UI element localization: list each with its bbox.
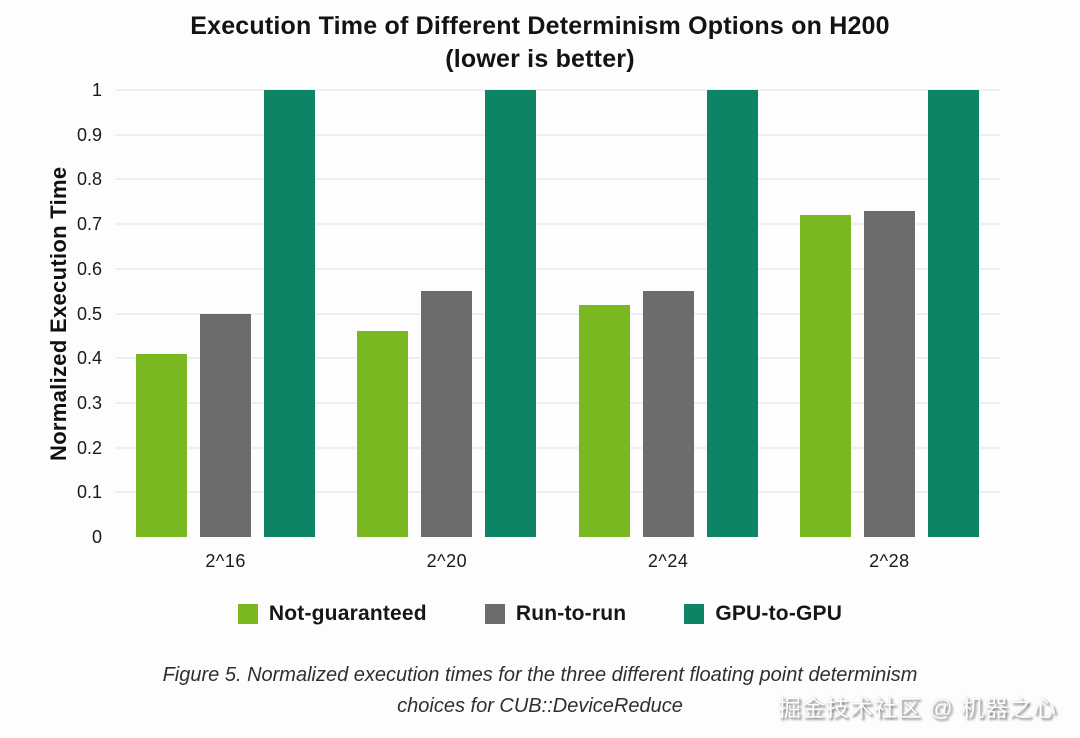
legend-label: Not-guaranteed bbox=[268, 602, 427, 625]
legend-item-gpu-to-gpu: GPU-to-GPU bbox=[684, 602, 842, 626]
bar-not-guaranteed-2-16 bbox=[136, 353, 188, 537]
gridline-y-0.3 bbox=[115, 401, 1000, 404]
bar-group-2-28 bbox=[779, 90, 1000, 537]
bar-run-to-run-2-20 bbox=[421, 291, 473, 537]
y-axis-tick-labels: 0 0.1 0.2 0.3 0.4 0.5 0.6 0.7 0.8 0.9 1 bbox=[40, 80, 102, 547]
chart-title-line2: (lower is better) bbox=[445, 45, 635, 73]
y-tick-label-0.7: 0.7 bbox=[76, 214, 102, 235]
x-axis-tick-labels: 2^16 2^20 2^24 2^28 bbox=[115, 551, 1000, 575]
bar-group-2-24 bbox=[558, 90, 779, 537]
gridline-y-0.2 bbox=[115, 446, 1000, 449]
y-tick-label-1: 1 bbox=[91, 80, 102, 100]
y-tick-label-0.6: 0.6 bbox=[76, 258, 102, 279]
legend: Not-guaranteed Run-to-run GPU-to-GPU bbox=[0, 602, 1080, 626]
x-tick-label-2-24: 2^24 bbox=[647, 551, 689, 571]
x-tick-label-2-28: 2^28 bbox=[869, 551, 910, 571]
legend-swatch-icon bbox=[484, 604, 505, 624]
legend-item-not-guaranteed: Not-guaranteed bbox=[237, 602, 427, 626]
watermark-text: 掘金技术社区 @ 机器之心 bbox=[777, 695, 1057, 721]
y-tick-label-0.2: 0.2 bbox=[76, 437, 102, 458]
x-tick-label-2-20: 2^20 bbox=[426, 551, 468, 571]
bar-run-to-run-2-16 bbox=[200, 313, 252, 537]
gridline-y-0.8 bbox=[115, 178, 1000, 181]
gridline-y-0.9 bbox=[115, 133, 1000, 136]
gridline-y-0.7 bbox=[115, 223, 1000, 226]
bar-not-guaranteed-2-20 bbox=[357, 331, 409, 537]
y-tick-label-0: 0 bbox=[91, 527, 102, 547]
bar-group-2-20 bbox=[336, 90, 557, 537]
y-tick-label-0.4: 0.4 bbox=[76, 348, 102, 369]
bar-gpu-to-gpu-2-24 bbox=[706, 90, 758, 537]
y-tick-label-0.1: 0.1 bbox=[76, 482, 102, 503]
figure-caption: Figure 5. Normalized execution times for… bbox=[0, 660, 1080, 722]
bar-group-2-16 bbox=[115, 90, 336, 537]
gridline-y-0.4 bbox=[115, 357, 1000, 360]
bar-not-guaranteed-2-28 bbox=[799, 215, 851, 537]
y-tick-label-0.5: 0.5 bbox=[76, 303, 102, 324]
gridline-y-1 bbox=[115, 89, 1000, 91]
legend-label: Run-to-run bbox=[515, 602, 627, 625]
figure-caption-line2: choices for CUB::DeviceReduce bbox=[397, 695, 683, 717]
legend-item-run-to-run: Run-to-run bbox=[484, 602, 627, 626]
y-tick-label-0.8: 0.8 bbox=[76, 169, 102, 190]
bar-gpu-to-gpu-2-20 bbox=[485, 90, 537, 537]
y-tick-label-0.3: 0.3 bbox=[76, 392, 102, 413]
figure-caption-line1: Figure 5. Normalized execution times for… bbox=[162, 664, 918, 686]
gridline-y-0.5 bbox=[115, 312, 1000, 315]
y-tick-label-0.9: 0.9 bbox=[76, 124, 102, 145]
x-tick-label-2-16: 2^16 bbox=[205, 551, 246, 571]
legend-label: GPU-to-GPU bbox=[715, 602, 843, 625]
bar-gpu-to-gpu-2-28 bbox=[927, 90, 979, 537]
legend-swatch-icon bbox=[237, 604, 258, 624]
bar-run-to-run-2-24 bbox=[642, 291, 694, 537]
chart-title: Execution Time of Different Determinism … bbox=[0, 10, 1080, 76]
bar-run-to-run-2-28 bbox=[863, 210, 915, 537]
bar-gpu-to-gpu-2-16 bbox=[264, 90, 316, 537]
plot-area bbox=[115, 89, 1000, 537]
legend-swatch-icon bbox=[684, 604, 705, 624]
gridline-y-0.1 bbox=[115, 491, 1000, 494]
chart-title-line1: Execution Time of Different Determinism … bbox=[190, 12, 890, 40]
bar-not-guaranteed-2-24 bbox=[578, 304, 630, 537]
gridline-y-0.6 bbox=[115, 267, 1000, 270]
